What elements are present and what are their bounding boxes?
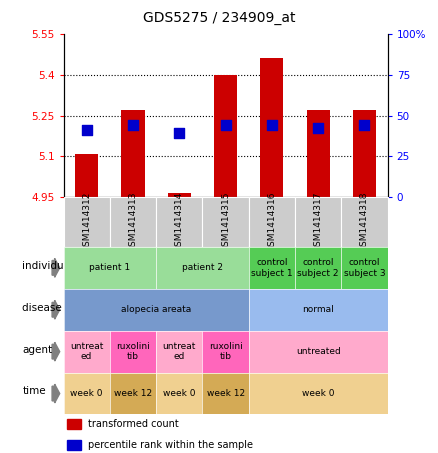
Text: control
subject 2: control subject 2 [297, 258, 339, 278]
Text: ruxolini
tib: ruxolini tib [208, 342, 243, 361]
Text: individual: individual [22, 261, 73, 271]
Text: week 0: week 0 [302, 389, 335, 398]
Text: untreated: untreated [296, 347, 341, 356]
Text: week 12: week 12 [206, 389, 245, 398]
Text: agent: agent [22, 345, 53, 355]
Point [83, 127, 90, 134]
Text: control
subject 1: control subject 1 [251, 258, 293, 278]
Text: alopecia areata: alopecia areata [121, 305, 191, 314]
Text: untreat
ed: untreat ed [162, 342, 196, 361]
Text: week 0: week 0 [71, 389, 103, 398]
Text: GDS5275 / 234909_at: GDS5275 / 234909_at [143, 11, 295, 25]
Bar [121, 110, 145, 197]
Text: GSM1414318: GSM1414318 [360, 192, 369, 252]
FancyBboxPatch shape [295, 197, 341, 247]
FancyBboxPatch shape [341, 197, 388, 247]
Text: week 0: week 0 [163, 389, 195, 398]
Text: GSM1414317: GSM1414317 [314, 192, 323, 252]
Text: GSM1414316: GSM1414316 [267, 192, 276, 252]
Text: disease state: disease state [22, 303, 92, 313]
Bar [75, 154, 98, 197]
FancyBboxPatch shape [64, 197, 110, 247]
Point [222, 121, 229, 129]
Text: ruxolini
tib: ruxolini tib [116, 342, 150, 361]
Text: patient 1: patient 1 [89, 263, 131, 272]
Bar [67, 440, 81, 450]
FancyArrow shape [52, 258, 60, 277]
Bar [260, 58, 283, 197]
FancyBboxPatch shape [202, 197, 249, 247]
FancyBboxPatch shape [156, 197, 202, 247]
FancyBboxPatch shape [249, 197, 295, 247]
Text: untreat
ed: untreat ed [70, 342, 103, 361]
FancyArrow shape [52, 384, 60, 403]
Point [130, 121, 137, 129]
Text: transformed count: transformed count [88, 419, 179, 429]
Bar [307, 110, 330, 197]
FancyArrow shape [52, 342, 60, 361]
Bar [168, 193, 191, 197]
Point [268, 121, 276, 129]
Point [176, 130, 183, 137]
Text: normal: normal [302, 305, 334, 314]
Text: GSM1414315: GSM1414315 [221, 192, 230, 252]
FancyArrow shape [52, 300, 60, 319]
Text: time: time [22, 386, 46, 396]
Point [361, 121, 368, 129]
Text: GSM1414314: GSM1414314 [175, 192, 184, 252]
Bar [353, 110, 376, 197]
Text: control
subject 3: control subject 3 [344, 258, 385, 278]
Text: week 12: week 12 [114, 389, 152, 398]
Text: GSM1414312: GSM1414312 [82, 192, 91, 252]
Text: patient 2: patient 2 [182, 263, 223, 272]
Bar [67, 419, 81, 429]
FancyBboxPatch shape [110, 197, 156, 247]
Point [314, 124, 321, 131]
Bar [214, 75, 237, 197]
Text: GSM1414313: GSM1414313 [128, 192, 138, 252]
Text: percentile rank within the sample: percentile rank within the sample [88, 440, 253, 450]
